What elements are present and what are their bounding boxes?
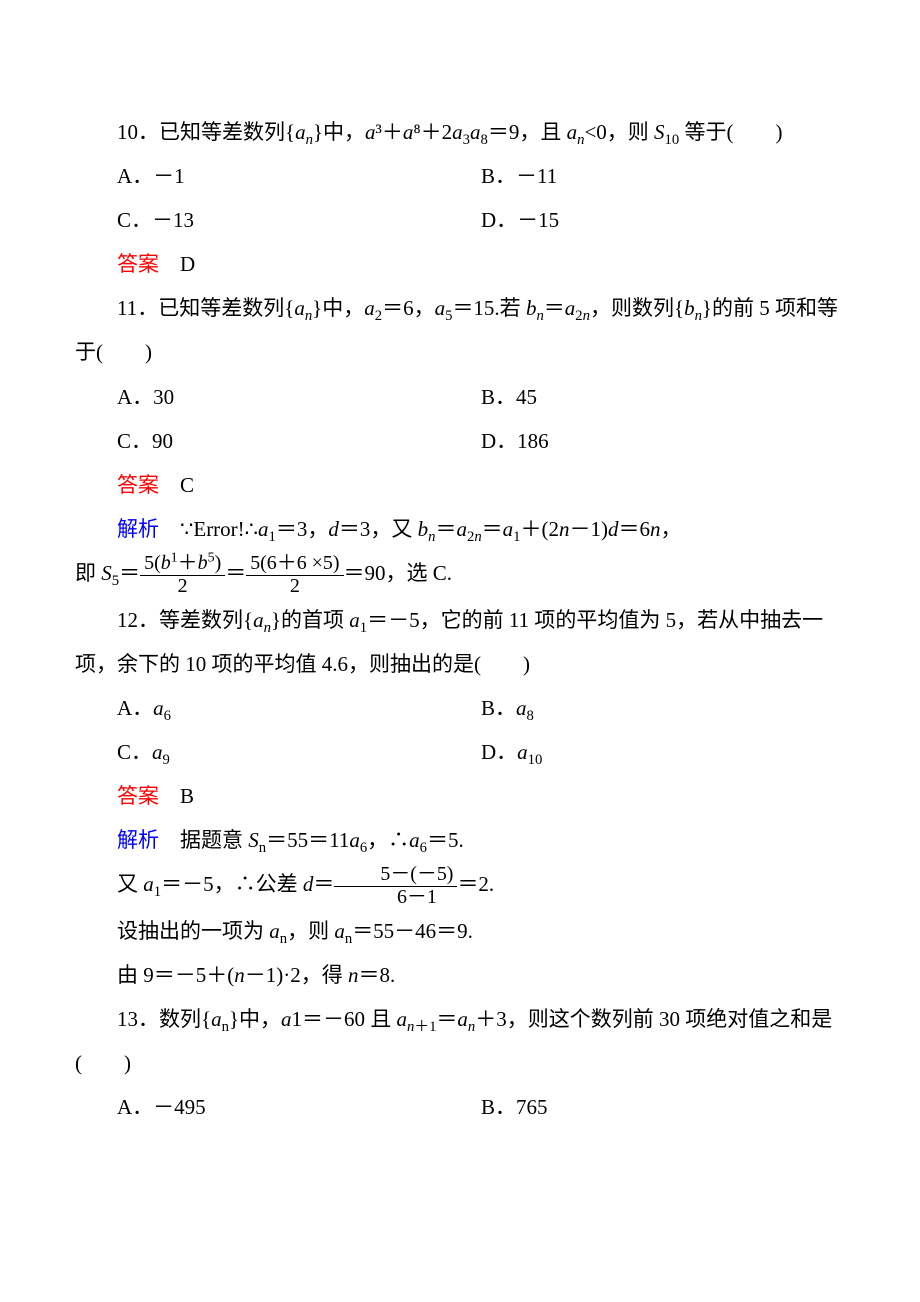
- q11-explain-2: 即 S5＝5(b1＋b5)2＝5(6＋6 ×5)2＝90，选 C.: [75, 551, 845, 598]
- q12-explain-3: 设抽出的一项为 an，则 an＝55－46＝9.: [75, 909, 845, 953]
- q10-optD: D．－15: [481, 198, 845, 242]
- q12-options: A．a6 B．a8: [75, 686, 845, 730]
- fraction: 5(6＋6 ×5)2: [246, 553, 343, 598]
- explain-label: 解析: [117, 828, 159, 852]
- q10-optC: C．－13: [117, 198, 481, 242]
- q11-optD: D．186: [481, 419, 845, 463]
- q13-optA: A．－495: [117, 1085, 481, 1129]
- q10-optA: A．－1: [117, 154, 481, 198]
- q11-options: A．30 B．45: [75, 375, 845, 419]
- q13-stem: 13．数列{an}中，a1＝－60 且 an＋1＝an＋3，则这个数列前 30 …: [75, 997, 845, 1085]
- q12-optD: D．a10: [481, 730, 845, 774]
- q12-optC: C．a9: [117, 730, 481, 774]
- q12-explain-4: 由 9＝－5＋(n－1)·2，得 n＝8.: [75, 953, 845, 997]
- q12-answer: 答案 B: [75, 774, 845, 818]
- fraction: 5(b1＋b5)2: [140, 553, 225, 598]
- q10-answer: 答案 D: [75, 242, 845, 286]
- q11-optB: B．45: [481, 375, 845, 419]
- q11-options-2: C．90 D．186: [75, 419, 845, 463]
- q11-stem: 11．已知等差数列{an}中，a2＝6，a5＝15.若 bn＝a2n，则数列{b…: [75, 286, 845, 374]
- q11-answer-val: C: [180, 473, 194, 497]
- q12-explain-1: 解析据题意 Sn＝55＝11a6，∴a6＝5.: [75, 818, 845, 862]
- q11-optA: A．30: [117, 375, 481, 419]
- answer-label: 答案: [117, 252, 159, 276]
- q10-options-2: C．－13 D．－15: [75, 198, 845, 242]
- q13-options: A．－495 B．765: [75, 1085, 845, 1129]
- answer-label: 答案: [117, 784, 159, 808]
- q11-optC: C．90: [117, 419, 481, 463]
- q12-optA: A．a6: [117, 686, 481, 730]
- q12-explain-2: 又 a1＝－5，∴公差 d＝5－(－5)6－1＝2.: [75, 862, 845, 909]
- q10-stem: 10．已知等差数列{an}中，a³＋a⁸＋2a3a8＝9，且 an<0，则 S1…: [75, 110, 845, 154]
- q12-stem: 12．等差数列{an}的首项 a1＝－5，它的前 11 项的平均值为 5，若从中…: [75, 598, 845, 686]
- q10-optB: B．－11: [481, 154, 845, 198]
- q10-answer-val: D: [180, 252, 195, 276]
- q12-optB: B．a8: [481, 686, 845, 730]
- fraction: 5－(－5)6－1: [334, 864, 457, 909]
- q12-answer-val: B: [180, 784, 194, 808]
- q11-answer: 答案 C: [75, 463, 845, 507]
- q10-options: A．－1 B．－11: [75, 154, 845, 198]
- answer-label: 答案: [117, 473, 159, 497]
- q11-explain-1: 解析∵Error!∴a1＝3，d＝3，又 bn＝a2n＝a1＋(2n－1)d＝6…: [75, 507, 845, 551]
- q12-options-2: C．a9 D．a10: [75, 730, 845, 774]
- explain-label: 解析: [117, 517, 159, 541]
- q13-optB: B．765: [481, 1085, 845, 1129]
